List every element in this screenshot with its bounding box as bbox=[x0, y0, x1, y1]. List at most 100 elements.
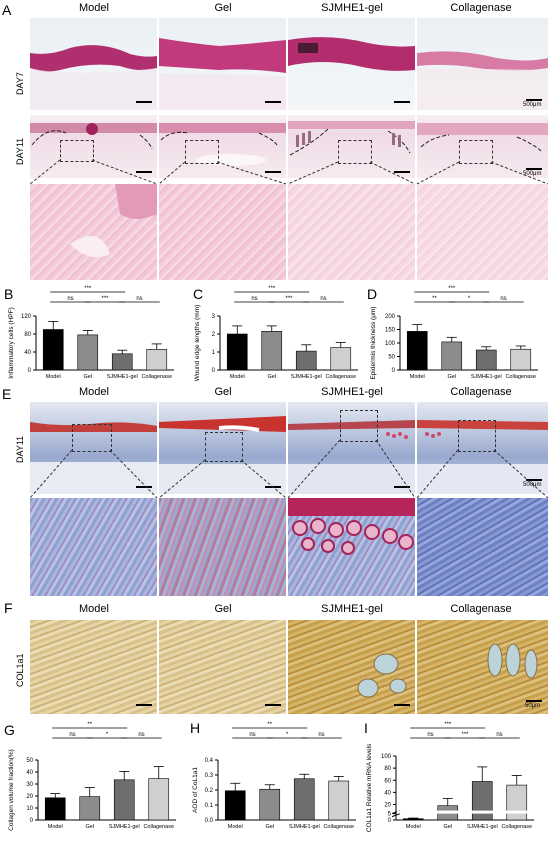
scale-bar bbox=[394, 486, 410, 488]
zoom-box bbox=[338, 140, 372, 164]
scale-bar bbox=[136, 704, 152, 706]
col-title-sjmhe1-a: SJMHE1-gel bbox=[321, 2, 383, 14]
chart-epidermis-thickness: 0 50 100 150 200 Epidermis thickness (μm) Mode… bbox=[370, 286, 538, 380]
he-day7-gel bbox=[159, 18, 286, 110]
bar-collagenase bbox=[506, 784, 528, 821]
mt-zoom-gel bbox=[159, 498, 286, 596]
col-title-sjmhe1-f: SJMHE1-gel bbox=[321, 603, 383, 615]
scale-bar bbox=[526, 700, 542, 702]
y-tick-label: 80 bbox=[384, 766, 391, 772]
bar-sjmhe1-gel bbox=[475, 349, 497, 371]
mt-day11-model bbox=[30, 402, 157, 494]
he-day7-sjmhe1 bbox=[288, 18, 415, 110]
he-day7-collagenase bbox=[417, 18, 548, 110]
bar-collagenase bbox=[328, 780, 350, 821]
bar-model bbox=[224, 790, 246, 821]
x-tick-label: Collagenase bbox=[501, 824, 532, 830]
bar-sjmhe1-gel bbox=[293, 778, 315, 821]
panel-label-e: E bbox=[2, 386, 12, 402]
scale-bar bbox=[526, 168, 542, 170]
x-tick-label: Collagenase bbox=[505, 374, 536, 380]
bar-gel bbox=[261, 330, 283, 371]
significance-label: *** bbox=[461, 732, 469, 738]
bar-model bbox=[42, 329, 64, 371]
significance-label: *** bbox=[268, 286, 276, 292]
zoom-box bbox=[458, 420, 496, 452]
panel-label-a: A bbox=[2, 2, 12, 18]
x-tick-label: Model bbox=[228, 824, 243, 830]
y-tick-label: 0 bbox=[30, 818, 34, 824]
col-title-model-e: Model bbox=[79, 386, 109, 398]
he-zoom-gel bbox=[159, 184, 286, 280]
col-title-sjmhe1-e: SJMHE1-gel bbox=[321, 386, 383, 398]
x-tick-label: SJMHE1-gel bbox=[289, 824, 320, 830]
x-tick-label: SJMHE1-gel bbox=[471, 374, 502, 380]
bar-gel bbox=[441, 341, 463, 371]
bar-collagenase bbox=[510, 348, 532, 371]
y-tick-label: 20 bbox=[384, 803, 391, 809]
bar-gel bbox=[259, 788, 281, 821]
col-title-gel-f: Gel bbox=[214, 603, 232, 615]
y-axis-label: COL1a1 Relative mRNA levels bbox=[366, 743, 373, 832]
y-axis-label: Wound edge lengths (mm) bbox=[194, 305, 201, 381]
x-tick-label: Gel bbox=[83, 374, 92, 380]
y-tick-label: 10 bbox=[26, 806, 33, 812]
he-day11-sjmhe1 bbox=[288, 115, 415, 178]
scale-bar bbox=[526, 99, 542, 101]
significance-label: ns bbox=[320, 296, 326, 302]
y-tick-label: 3 bbox=[212, 314, 216, 320]
x-tick-label: Gel bbox=[447, 374, 456, 380]
significance-label: * bbox=[106, 732, 109, 738]
zoom-connector-lines-a bbox=[29, 159, 549, 185]
he-zoom-model bbox=[30, 184, 157, 280]
x-tick-label: Collagenase bbox=[323, 824, 354, 830]
y-tick-label: 50 bbox=[388, 355, 395, 361]
scale-text-e: 500μm bbox=[523, 482, 542, 488]
zoom-connector-lines-e bbox=[29, 440, 549, 499]
mt-zoom-sjmhe1 bbox=[288, 498, 415, 596]
significance-label: ns bbox=[249, 732, 255, 738]
significance-label: ** bbox=[432, 296, 437, 302]
bar-sjmhe1-gel bbox=[471, 781, 493, 821]
col-title-collagenase-e: Collagenase bbox=[450, 386, 512, 398]
axis-break-mark bbox=[391, 813, 401, 818]
col-title-collagenase-f: Collagenase bbox=[450, 603, 512, 615]
significance-label: *** bbox=[444, 722, 452, 728]
x-tick-label: Gel bbox=[85, 824, 94, 830]
scale-bar bbox=[394, 101, 410, 103]
y-axis-label: Inflammatory cells (HPF) bbox=[8, 307, 15, 379]
panel-label-b: B bbox=[4, 286, 14, 302]
bar-sjmhe1-gel bbox=[113, 779, 135, 821]
significance-label: ns bbox=[138, 732, 144, 738]
scale-bar bbox=[136, 486, 152, 488]
x-tick-label: Model bbox=[46, 374, 61, 380]
significance-label: ns bbox=[500, 296, 506, 302]
x-tick-label: Model bbox=[48, 824, 63, 830]
y-tick-label: 40 bbox=[26, 770, 33, 776]
he-day11-collagenase bbox=[417, 115, 548, 178]
y-tick-label: 40 bbox=[24, 350, 31, 356]
significance-label: ns bbox=[251, 296, 257, 302]
he-day7-model bbox=[30, 18, 157, 110]
x-tick-label: Model bbox=[230, 374, 245, 380]
y-tick-label: 20 bbox=[26, 794, 33, 800]
col-title-gel-a: Gel bbox=[214, 2, 232, 14]
y-tick-label: 40 bbox=[384, 790, 391, 796]
bar-gel bbox=[79, 796, 101, 821]
significance-label: * bbox=[468, 296, 471, 302]
x-tick-label: Collagenase bbox=[325, 374, 356, 380]
bar-sjmhe1-gel bbox=[295, 350, 317, 371]
col-title-gel-e: Gel bbox=[214, 386, 232, 398]
significance-label: *** bbox=[285, 296, 293, 302]
x-tick-label: SJMHE1-gel bbox=[109, 824, 140, 830]
y-tick-label: 1 bbox=[212, 350, 216, 356]
significance-label: ns bbox=[318, 732, 324, 738]
x-tick-label: SJMHE1-gel bbox=[467, 824, 498, 830]
y-tick-label: 0.3 bbox=[205, 773, 214, 779]
y-tick-label: 120 bbox=[21, 314, 32, 320]
scale-text-day7: 500μm bbox=[523, 102, 542, 108]
x-tick-label: SJMHE1-gel bbox=[107, 374, 138, 380]
scale-bar bbox=[136, 101, 152, 103]
y-tick-label: 50 bbox=[26, 758, 33, 764]
significance-label: ** bbox=[87, 722, 92, 728]
